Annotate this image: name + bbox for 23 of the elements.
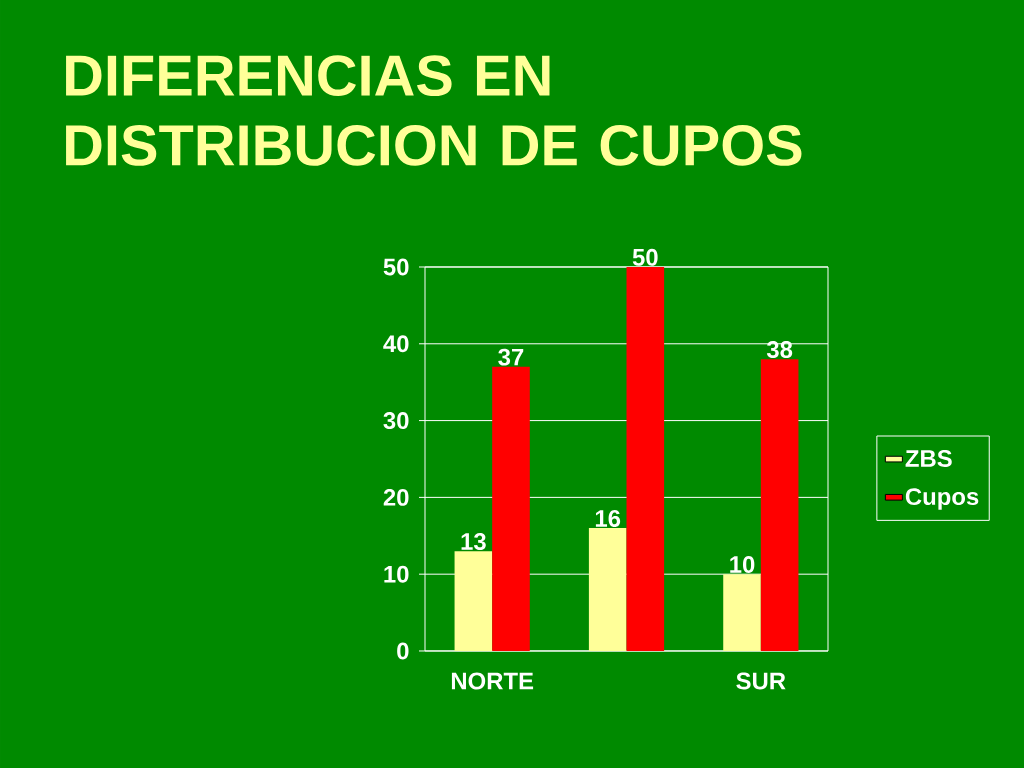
y-tick-label: 0: [397, 642, 409, 660]
y-tick-label: 30: [383, 412, 409, 430]
data-label: 16: [595, 509, 621, 527]
bar: [760, 359, 799, 651]
bar: [588, 528, 627, 651]
bar: [454, 551, 493, 651]
data-label: 10: [730, 556, 755, 573]
y-tick-label: 10: [384, 565, 409, 583]
bar: [626, 266, 665, 651]
legend-label: ZBS: [905, 450, 952, 467]
y-tick-label: 40: [383, 335, 409, 353]
data-label: 50: [632, 248, 658, 266]
chart-title: DIFERENCIAS EN DISTRIBUCION DE CUPOS: [66, 55, 802, 166]
y-tick-label: 50: [383, 258, 409, 276]
x-tick-label: SUR: [736, 672, 786, 690]
data-label: 13: [461, 532, 486, 550]
legend-label: Cupos: [905, 488, 979, 510]
y-tick-label: 20: [383, 488, 409, 506]
bar: [492, 366, 530, 651]
bar: [723, 574, 761, 651]
x-tick-label: NORTE: [451, 672, 534, 690]
data-label: 38: [766, 340, 793, 358]
data-label: 37: [498, 348, 524, 366]
